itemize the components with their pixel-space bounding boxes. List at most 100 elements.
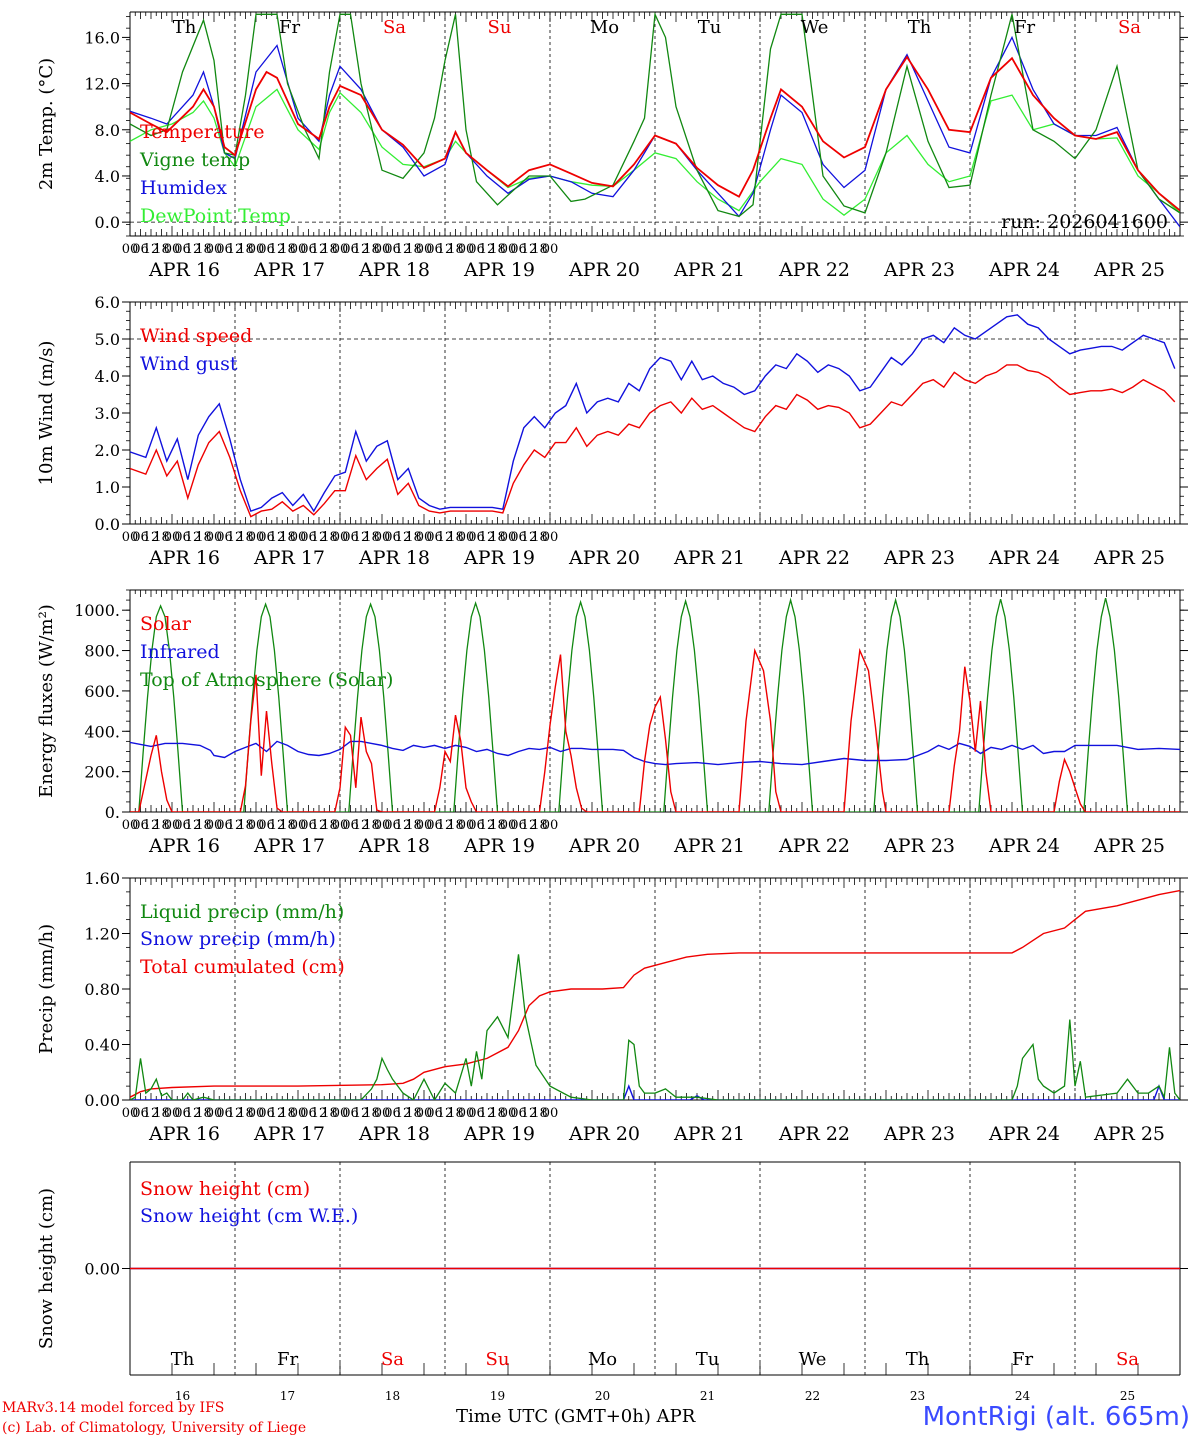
hour-tick-label: 06	[426, 530, 443, 545]
hour-tick-label: 06	[258, 818, 275, 833]
hour-tick-label: 06	[216, 242, 233, 257]
hour-tick-label: 18	[405, 1106, 422, 1121]
hour-tick-label: 12	[143, 530, 160, 545]
hour-tick-label: 00	[374, 530, 391, 545]
y-axis-label: Snow height (cm)	[36, 1188, 57, 1349]
weekday-label: Sa	[1118, 17, 1141, 38]
hour-tick-label: 12	[395, 242, 412, 257]
date-label: APR 24	[988, 1123, 1060, 1145]
hour-tick-label: 06	[216, 1106, 233, 1121]
series-temperature	[130, 55, 1180, 212]
date-label: APR 16	[148, 1123, 220, 1145]
y-tick-label: 6.0	[95, 293, 120, 312]
hour-tick-label: 00	[458, 1106, 475, 1121]
hour-tick-label: 12	[269, 530, 286, 545]
weekday-label: Mo	[590, 17, 619, 38]
hour-tick-label: 00	[542, 818, 559, 833]
hour-tick-label: 00	[416, 530, 433, 545]
series-liquid-precip-mm-h	[130, 954, 1180, 1100]
day-number-label: 18	[385, 1389, 400, 1403]
model-credit: MARv3.14 model forced by IFS	[2, 1400, 225, 1416]
hour-tick-label: 00	[416, 818, 433, 833]
hour-tick-label: 00	[164, 1106, 181, 1121]
y-axis-label: Energy fluxes (W/m²)	[36, 604, 57, 798]
hour-tick-label: 12	[143, 242, 160, 257]
hour-tick-label: 06	[258, 1106, 275, 1121]
legend-entry: Infrared	[140, 641, 220, 663]
date-label: APR 22	[778, 547, 850, 569]
hour-tick-label: 18	[321, 242, 338, 257]
series-total-cumulated-cm	[130, 889, 1180, 1098]
hour-tick-label: 18	[489, 818, 506, 833]
day-number-label: 17	[280, 1389, 295, 1403]
date-label: APR 23	[883, 259, 955, 281]
hour-tick-label: 18	[405, 242, 422, 257]
legend-entry: Total cumulated (cm)	[140, 956, 345, 978]
day-number-label: 21	[700, 1389, 715, 1403]
hour-tick-label: 00	[290, 530, 307, 545]
hour-tick-label: 06	[300, 242, 317, 257]
date-label: APR 24	[988, 835, 1060, 857]
day-number-label: 24	[1015, 1389, 1031, 1403]
hour-tick-label: 00	[206, 818, 223, 833]
hour-tick-label: 06	[468, 818, 485, 833]
hour-tick-label: 12	[311, 1106, 328, 1121]
hour-tick-label: 00	[248, 242, 265, 257]
station-name: MontRigi (alt. 665m)	[922, 1402, 1190, 1432]
legend-entry: Wind speed	[140, 325, 252, 347]
hour-tick-label: 18	[279, 818, 296, 833]
weekday-label: Mo	[588, 1349, 617, 1370]
date-label: APR 21	[673, 835, 745, 857]
weekday-label: We	[801, 17, 829, 38]
weekday-label: Th	[908, 17, 932, 38]
hour-tick-label: 06	[342, 818, 359, 833]
hour-tick-label: 00	[248, 530, 265, 545]
hour-tick-label: 06	[468, 242, 485, 257]
y-tick-label: 800.	[84, 642, 120, 661]
hour-tick-label: 06	[384, 530, 401, 545]
hour-tick-label: 06	[216, 530, 233, 545]
hour-tick-label: 12	[143, 818, 160, 833]
date-label: APR 20	[568, 835, 640, 857]
day-number-label: 23	[910, 1389, 925, 1403]
hour-tick-label: 06	[258, 530, 275, 545]
y-tick-label: 0.	[105, 803, 120, 822]
date-label: APR 20	[568, 1123, 640, 1145]
hour-tick-label: 12	[521, 818, 538, 833]
hour-tick-label: 00	[164, 242, 181, 257]
hour-tick-label: 00	[416, 242, 433, 257]
hour-tick-label: 18	[195, 818, 212, 833]
hour-tick-label: 12	[479, 1106, 496, 1121]
y-tick-label: 200.	[84, 763, 120, 782]
panel-5: 16 Th 17 Fr 18 Sa 19 Su 20 Mo 21 Tu 22 We 23 Th 24 Fr 25 Sa…	[36, 1161, 1188, 1403]
hour-tick-label: 00	[290, 242, 307, 257]
hour-tick-label: 18	[531, 1106, 548, 1121]
date-label: APR 18	[358, 1123, 430, 1145]
hour-tick-label: 18	[237, 530, 254, 545]
hour-tick-label: 00	[206, 530, 223, 545]
date-label: APR 17	[253, 259, 325, 281]
hour-tick-label: 00	[122, 818, 139, 833]
hour-tick-label: 06	[300, 1106, 317, 1121]
date-label: APR 19	[463, 547, 535, 569]
y-tick-label: 600.	[84, 682, 120, 701]
hour-tick-label: 12	[437, 818, 454, 833]
hour-tick-label: 12	[311, 242, 328, 257]
series-top-of-atmosphere-solar	[130, 597, 1180, 812]
hour-tick-label: 12	[143, 1106, 160, 1121]
hour-tick-label: 18	[195, 1106, 212, 1121]
hour-tick-label: 00	[332, 1106, 349, 1121]
weekday-label: We	[799, 1349, 827, 1370]
hour-tick-label: 06	[426, 1106, 443, 1121]
hour-tick-label: 12	[437, 530, 454, 545]
day-number-label: 19	[490, 1389, 505, 1403]
hour-tick-label: 12	[521, 530, 538, 545]
date-label: APR 23	[883, 1123, 955, 1145]
y-tick-label: 1000.	[74, 601, 120, 620]
weekday-label: Th	[173, 17, 197, 38]
hour-tick-label: 12	[353, 1106, 370, 1121]
hour-tick-label: 00	[458, 818, 475, 833]
legend-entry: Top of Atmosphere (Solar)	[140, 669, 393, 691]
y-tick-label: 4.0	[95, 367, 120, 386]
hour-tick-label: 06	[342, 242, 359, 257]
